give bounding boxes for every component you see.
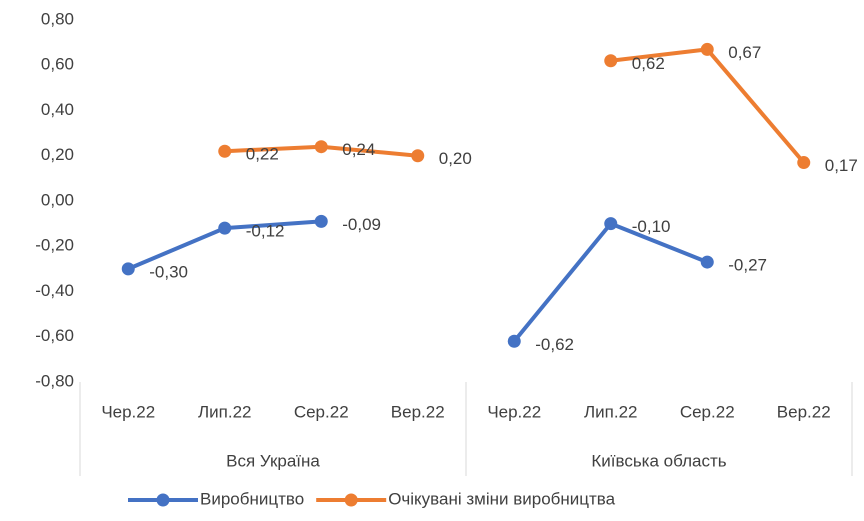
data-label: -0,12: [246, 222, 285, 241]
data-label: 0,17: [825, 156, 858, 175]
y-tick-label: -0,20: [35, 236, 74, 255]
series-marker: [604, 54, 618, 68]
legend-label: Виробництво: [200, 489, 304, 508]
series-marker: [314, 140, 328, 154]
y-tick-label: -0,60: [35, 326, 74, 345]
series-marker: [218, 144, 232, 158]
legend-label: Очікувані зміни виробництва: [388, 489, 615, 508]
series-marker: [121, 262, 135, 276]
series-marker: [797, 156, 811, 170]
data-label: 0,22: [246, 145, 279, 164]
group-label: Київська область: [591, 451, 726, 470]
y-tick-label: -0,80: [35, 371, 74, 390]
y-tick-label: 0,60: [41, 55, 74, 74]
series-line: [512, 221, 708, 343]
x-tick-label: Лип.22: [198, 402, 252, 421]
data-label: 0,20: [439, 149, 472, 168]
data-label: 0,67: [728, 43, 761, 62]
data-label: -0,10: [632, 217, 671, 236]
data-label: -0,27: [728, 256, 767, 275]
series-marker: [411, 149, 425, 163]
y-tick-label: 0,40: [41, 100, 74, 119]
series-marker: [700, 255, 714, 269]
x-tick-label: Чер.22: [101, 402, 155, 421]
series-marker: [700, 42, 714, 56]
data-label: 0,24: [342, 140, 375, 159]
group-label: Вся Україна: [226, 451, 320, 470]
data-label: -0,30: [149, 262, 188, 281]
y-tick-label: 0,80: [41, 9, 74, 28]
series-marker: [218, 221, 232, 235]
y-tick-label: 0,00: [41, 190, 74, 209]
data-label: -0,62: [535, 335, 574, 354]
data-label: 0,62: [632, 54, 665, 73]
series-marker: [507, 334, 521, 348]
x-tick-label: Вер.22: [391, 402, 445, 421]
series-marker: [314, 214, 328, 228]
legend-marker: [344, 493, 358, 507]
y-tick-label: -0,40: [35, 281, 74, 300]
x-tick-label: Лип.22: [584, 402, 638, 421]
data-label: -0,09: [342, 215, 381, 234]
legend-marker: [156, 493, 170, 507]
y-tick-label: 0,20: [41, 145, 74, 164]
x-tick-label: Сер.22: [680, 402, 735, 421]
series-marker: [604, 217, 618, 231]
x-tick-label: Чер.22: [487, 402, 541, 421]
x-tick-label: Вер.22: [777, 402, 831, 421]
x-tick-label: Сер.22: [294, 402, 349, 421]
